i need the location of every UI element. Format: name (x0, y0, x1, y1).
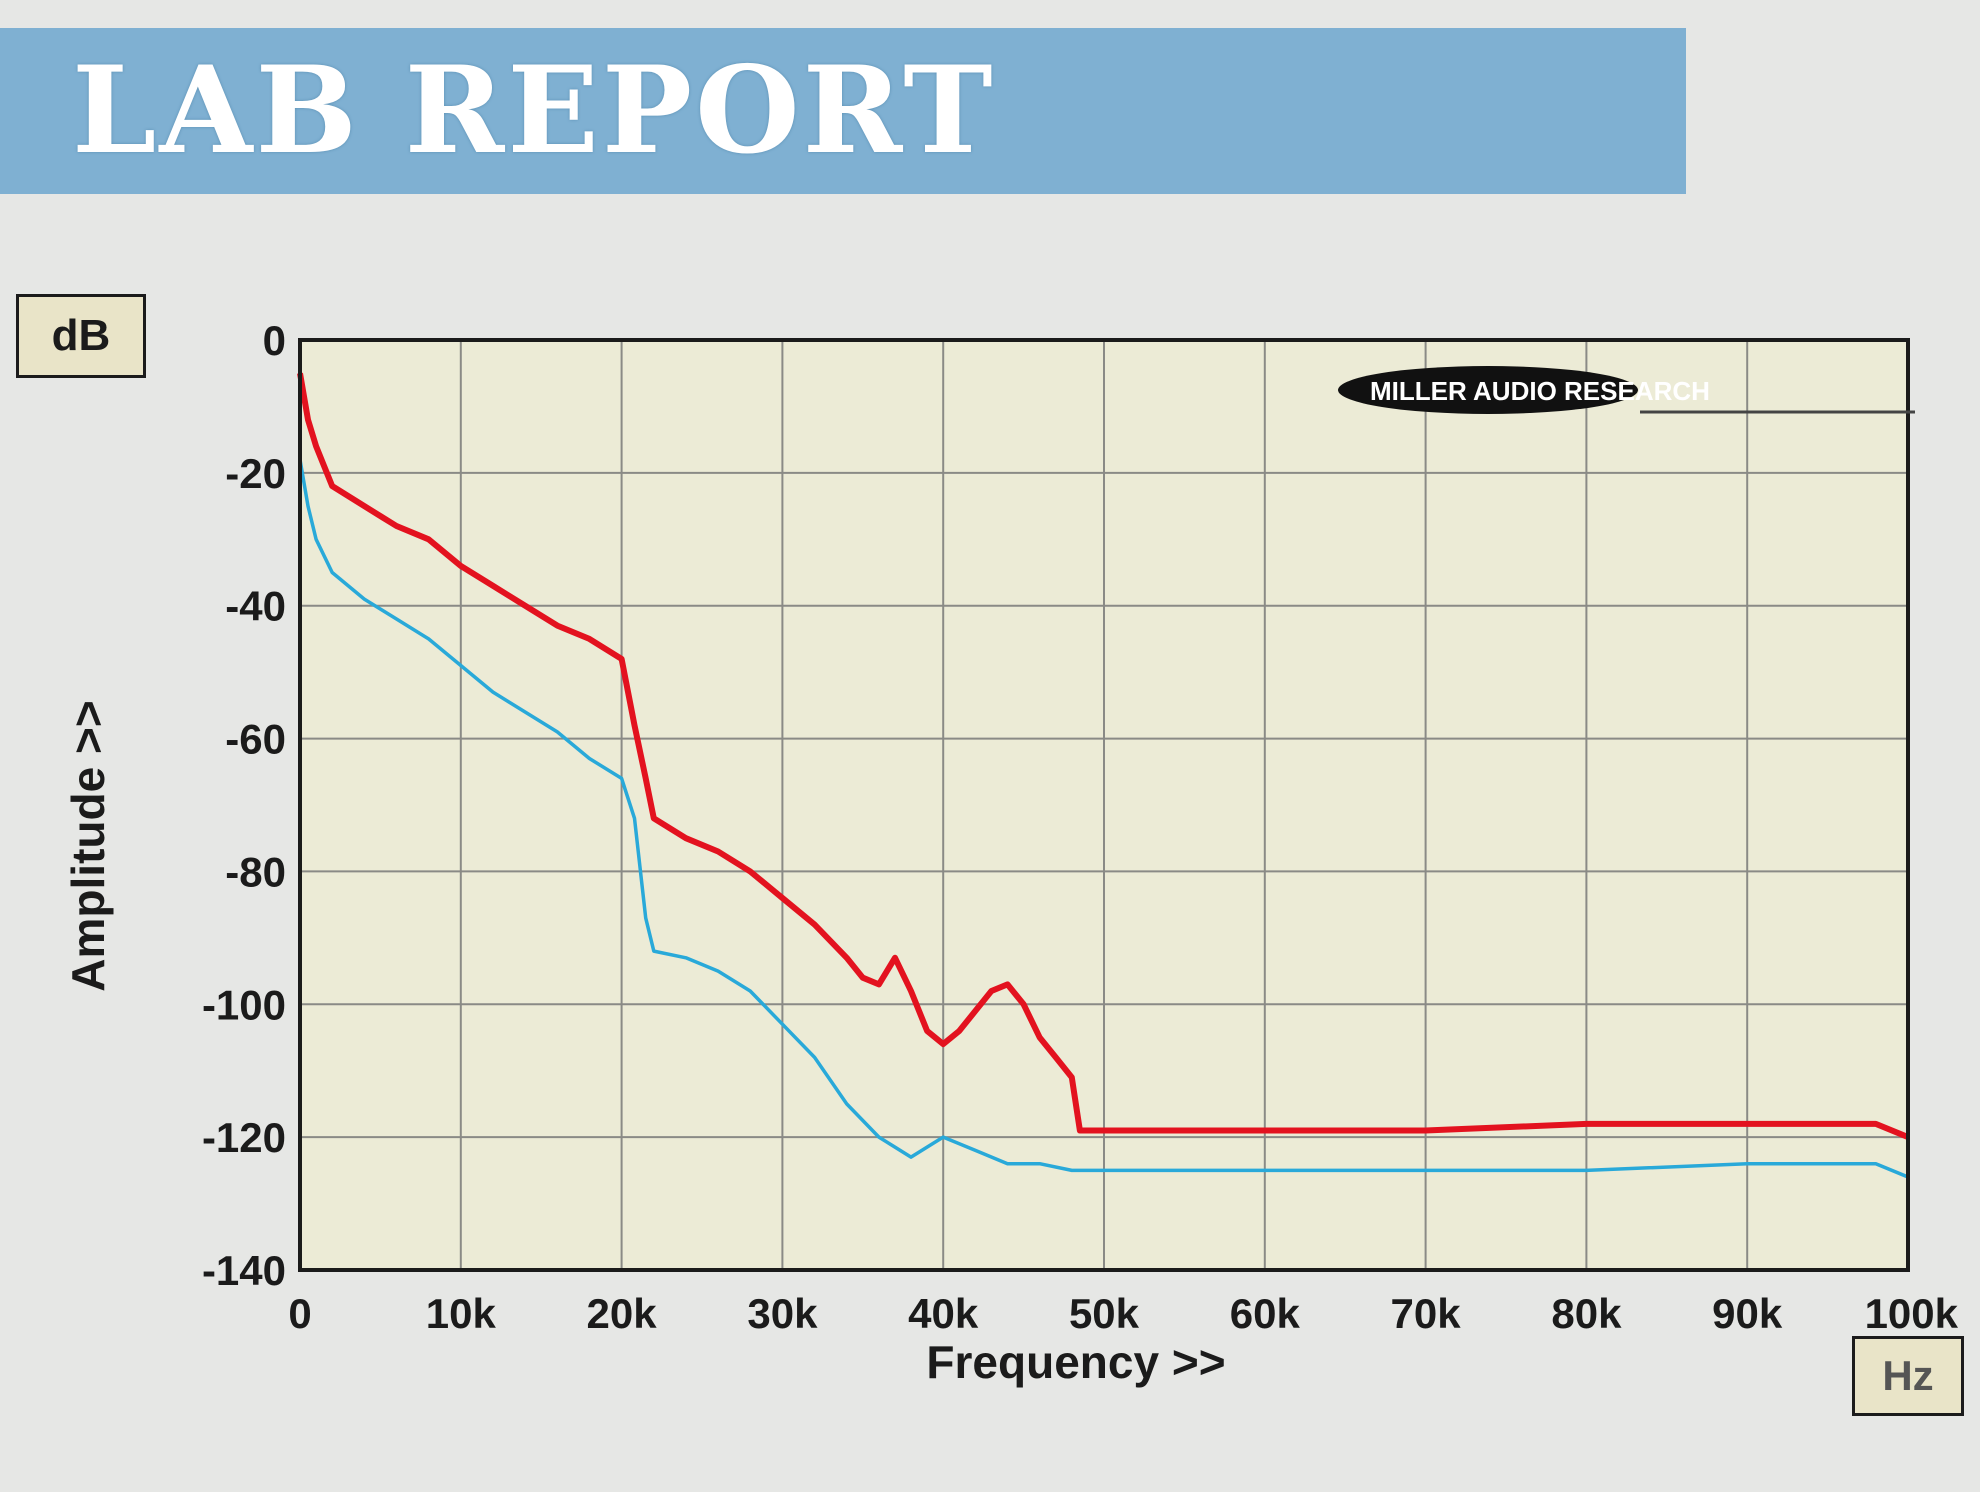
y-unit-label: dB (16, 294, 146, 378)
x-axis-label: Frequency >> (926, 1336, 1225, 1388)
logo-text: MILLER AUDIO RESEARCH (1370, 376, 1710, 406)
x-tick-label: 20k (587, 1290, 658, 1337)
y-tick-label: -120 (202, 1114, 286, 1161)
x-tick-label: 90k (1712, 1290, 1783, 1337)
y-tick-label: -80 (225, 848, 286, 895)
x-tick-label: 0 (288, 1290, 311, 1337)
miller-audio-research-logo: MILLER AUDIO RESEARCH (1338, 366, 1915, 414)
y-tick-label: -40 (225, 583, 286, 630)
header-banner: LAB REPORT (0, 28, 1686, 194)
series-line-blue (298, 459, 1909, 1179)
x-tick-label: 40k (908, 1290, 979, 1337)
y-tick-label: -60 (225, 716, 286, 763)
x-tick-label: 50k (1069, 1290, 1140, 1337)
y-tick-label: -100 (202, 981, 286, 1028)
series-line-red (297, 372, 1910, 1140)
x-tick-label: 80k (1551, 1290, 1622, 1337)
y-tick-label: 0 (263, 317, 286, 364)
x-tick-label: 70k (1391, 1290, 1462, 1337)
x-unit-label: Hz (1852, 1336, 1964, 1416)
x-tick-label: 10k (426, 1290, 497, 1337)
y-axis-label: Amplitude >> (62, 700, 114, 991)
plot-frame (298, 338, 1910, 1272)
x-tick-label: 60k (1230, 1290, 1301, 1337)
banner-title: LAB REPORT (72, 40, 996, 181)
y-tick-label: -20 (225, 450, 286, 497)
x-tick-label: 100k (1865, 1290, 1959, 1337)
x-tick-label: 30k (747, 1290, 818, 1337)
y-tick-label: -140 (202, 1247, 286, 1294)
series-layer (297, 372, 1910, 1179)
